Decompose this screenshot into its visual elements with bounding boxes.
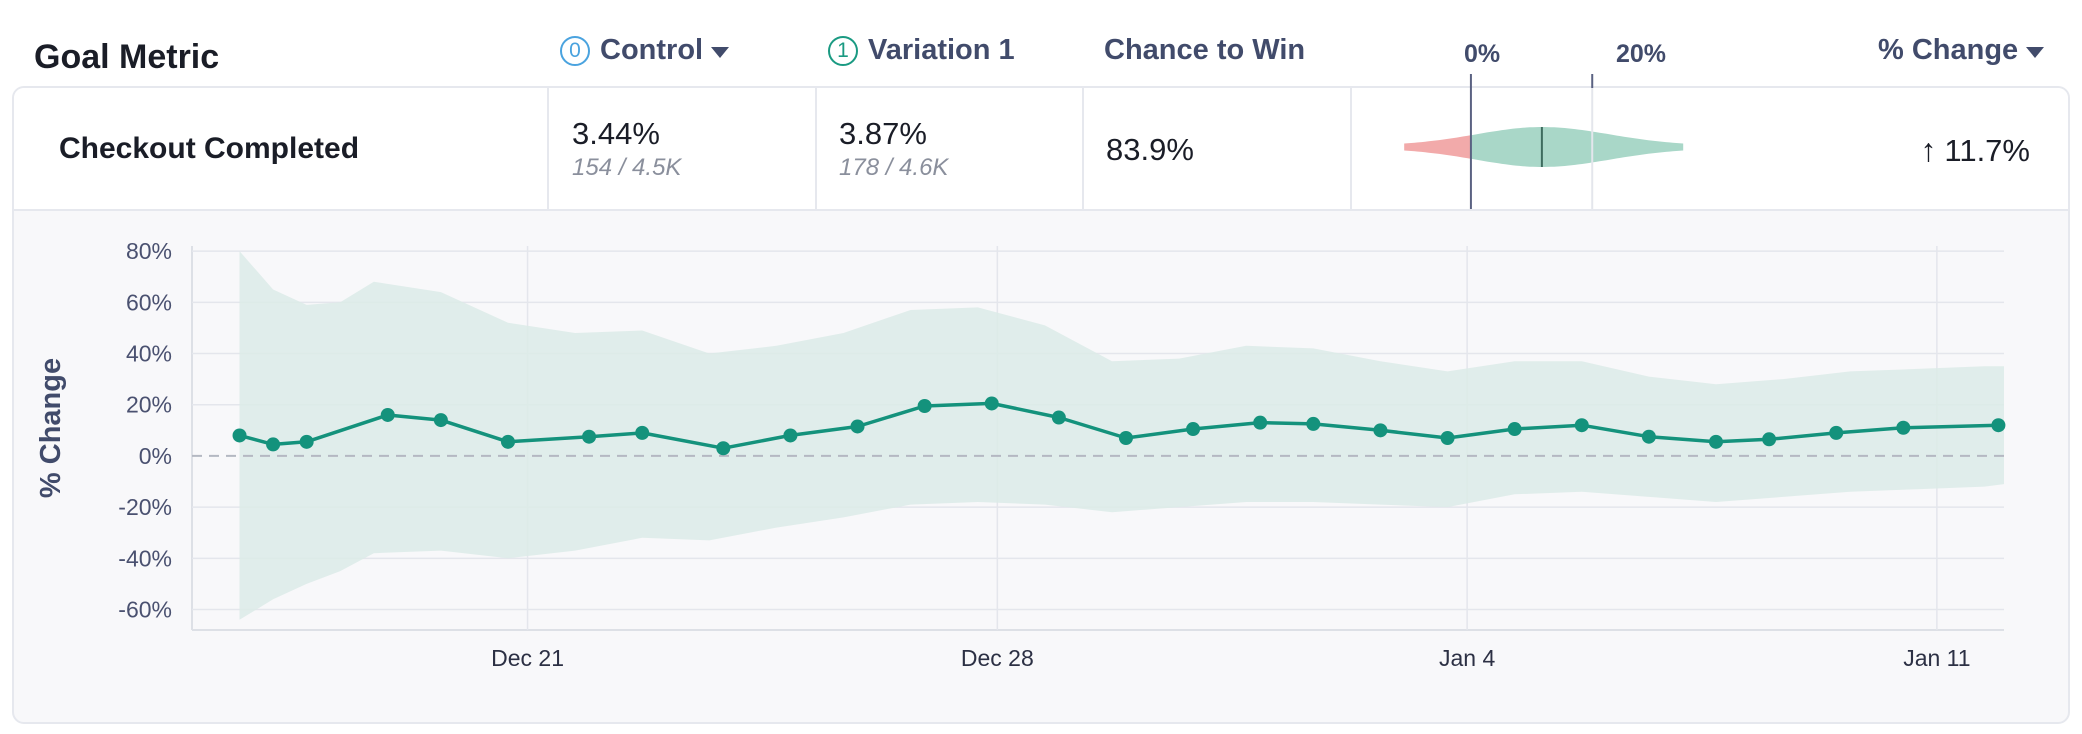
scale-tick-zero: 0% [1464,40,1501,68]
arrow-up-icon: ↑ [1920,132,1937,168]
control-badge-icon: 0 [560,35,590,66]
data-point [433,413,448,428]
pct-change-header[interactable]: % Change [1878,34,2045,67]
data-point [1991,418,2006,433]
y-tick-label: 60% [126,289,172,315]
data-point [783,428,798,443]
variation-counts: 178 / 4.6K [839,154,949,181]
y-tick-label: 20% [126,392,172,418]
divider [1082,88,1084,209]
data-point [1708,434,1723,449]
y-tick-label: 40% [126,341,172,367]
y-tick-label: 0% [139,443,172,469]
chevron-down-icon[interactable] [2026,47,2045,58]
data-point [850,419,865,434]
variation-column-header: 1 Variation 1 [828,34,1015,67]
data-point [1440,431,1455,445]
metric-name: Checkout Completed [59,132,360,165]
chance-to-win-header: Chance to Win [1104,34,1306,66]
data-point [500,434,515,449]
y-tick-label: -60% [118,597,172,623]
control-rate: 3.44% [572,116,660,151]
violin-plot [1404,74,1684,209]
y-tick-label: -40% [118,545,172,571]
data-point [1253,415,1268,430]
violin-positive-area [1470,127,1684,167]
metric-card: Checkout Completed 3.44% 154 / 4.5K 3.87… [12,86,2070,724]
violin-negative-area [1404,135,1471,159]
data-point [917,399,932,413]
control-label: Control [600,34,704,66]
percent-change-chart: 80% 60% 40% 20% 0% -20% -40% -60% Dec 21 Dec 28 Ja… [35,238,2006,671]
data-point [1051,410,1066,425]
data-point [716,441,731,456]
data-point [1574,418,1589,433]
data-point [1896,420,1911,435]
data-point [299,434,314,449]
control-counts: 154 / 4.5K [572,154,682,181]
pct-change-value: ↑ 11.7% [1920,132,2030,169]
goal-metric-header: Goal Metric [34,38,220,76]
variation-badge-icon: 1 [828,35,858,66]
data-point [984,396,999,411]
variation-rate: 3.87% [839,116,927,151]
chance-to-win-value: 83.9% [1106,132,1194,167]
divider [1350,88,1352,209]
divider [815,88,817,209]
pct-change-label: % Change [1878,34,2019,66]
variation-label: Variation 1 [868,34,1015,66]
data-point [1507,422,1522,437]
data-point [1186,422,1201,437]
x-tick-label: Jan 11 [1903,645,1970,671]
x-tick-label: Dec 28 [961,645,1034,671]
data-point [232,428,247,443]
y-axis-title: % Change [35,358,67,498]
data-point [1762,432,1777,447]
control-column-header[interactable]: 0 Control [560,34,730,67]
data-point [1306,416,1321,431]
data-point [1118,431,1133,445]
series-line [239,401,1999,450]
data-point [1641,429,1656,444]
pct-change-number: 11.7% [1944,132,2030,168]
scale-tick-twenty: 20% [1616,40,1667,68]
x-tick-label: Dec 21 [491,645,564,671]
data-point [1373,423,1388,438]
y-tick-label: 80% [126,238,172,264]
data-point [266,437,281,452]
divider [547,88,549,209]
data-point [380,407,395,422]
y-tick-label: -20% [118,494,172,520]
chevron-down-icon[interactable] [711,47,730,58]
data-point [1829,425,1844,440]
data-point [582,429,597,444]
metric-row: Checkout Completed 3.44% 154 / 4.5K 3.87… [14,88,2068,211]
x-tick-label: Jan 4 [1439,645,1495,671]
data-point [635,425,650,440]
